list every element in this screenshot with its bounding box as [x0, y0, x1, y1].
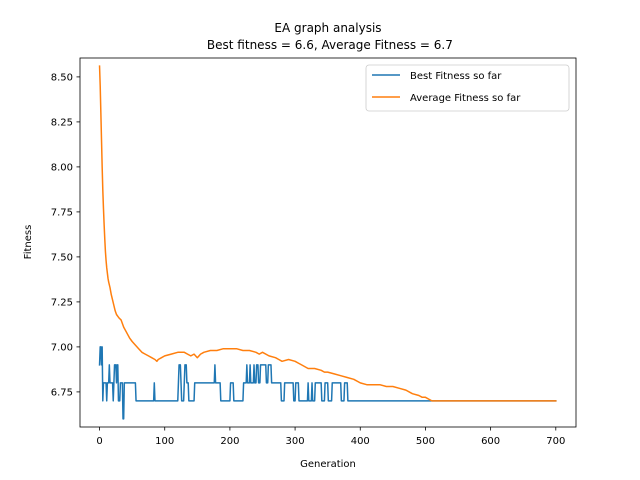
x-tick-label: 300	[286, 436, 305, 447]
plot-area	[79, 57, 577, 428]
series-layer	[98, 65, 557, 420]
legend-box	[365, 64, 570, 112]
series-line-best-fitness	[98, 346, 557, 420]
y-tick-label: 8.50	[51, 72, 73, 83]
y-axis: 6.75 7.00 7.25 7.50 7.75 8.00 8.25 8.50	[51, 72, 80, 398]
chart-subtitle: Best fitness = 6.6, Average Fitness = 6.…	[203, 38, 453, 52]
x-tick-label: 700	[546, 436, 565, 447]
y-tick-label: 8.25	[51, 117, 73, 128]
y-tick-label: 7.00	[51, 342, 73, 353]
y-tick-label: 6.75	[51, 387, 73, 398]
x-axis: 0 100 200 300 400 500 600 700	[96, 427, 565, 447]
y-axis-label: Fitness	[23, 225, 34, 260]
x-tick-label: 500	[416, 436, 435, 447]
x-axis-label: Generation	[300, 459, 356, 470]
legend: Best Fitness so far Average Fitness so f…	[365, 64, 570, 112]
y-tick-label: 7.50	[51, 252, 73, 263]
y-tick-label: 8.00	[51, 162, 73, 173]
x-tick-label: 0	[96, 436, 102, 447]
series-line-average-fitness	[98, 65, 557, 402]
legend-label-average-fitness: Average Fitness so far	[410, 93, 521, 104]
axes-frame	[79, 57, 577, 428]
x-tick-label: 100	[155, 436, 174, 447]
chart-title: EA graph analysis	[274, 21, 381, 35]
x-tick-label: 600	[481, 436, 500, 447]
x-tick-label: 400	[351, 436, 370, 447]
y-tick-label: 7.75	[51, 207, 73, 218]
y-tick-label: 7.25	[51, 297, 73, 308]
x-tick-label: 200	[220, 436, 239, 447]
legend-label-best-fitness: Best Fitness so far	[410, 71, 502, 82]
